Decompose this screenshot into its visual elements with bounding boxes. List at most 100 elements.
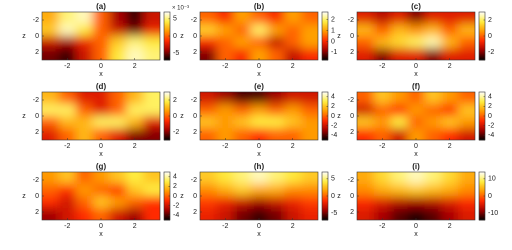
heat-cell: [233, 36, 252, 49]
heat-cell: [390, 184, 409, 197]
y-tick-label: 2: [193, 129, 197, 136]
heat-cell: [75, 116, 94, 129]
heat-cell: [233, 172, 252, 185]
heat-cell: [267, 116, 285, 129]
heatmap: [200, 12, 318, 60]
heatmap: [42, 12, 160, 60]
heat-cell: [233, 12, 252, 25]
heat-cell: [441, 184, 459, 197]
x-tick-label: 0: [257, 143, 261, 150]
heat-cell: [424, 184, 442, 197]
heat-cell: [58, 104, 77, 117]
heat-cell: [458, 24, 475, 37]
heat-cell: [441, 48, 459, 60]
heat-cell: [441, 208, 459, 220]
colorbar: [322, 12, 328, 61]
heat-cell: [424, 24, 442, 37]
heat-cell: [373, 48, 392, 60]
x-tick-label: 2: [133, 143, 137, 150]
heat-cell: [233, 128, 252, 140]
heat-cell: [92, 48, 110, 60]
heat-cell: [75, 92, 94, 105]
heat-cell: [109, 12, 127, 25]
heat-cell: [216, 172, 235, 185]
heat-cell: [58, 184, 77, 197]
colorbar: [322, 92, 328, 141]
heatmap: [42, 92, 160, 140]
y-tick-label: 0: [35, 33, 39, 40]
colorbar: [164, 12, 170, 61]
heat-cell: [92, 172, 110, 185]
heat-cell: [267, 104, 285, 117]
heat-cell: [42, 208, 60, 220]
heat-cell: [301, 92, 318, 105]
heatmap: [357, 92, 475, 140]
heat-cell: [216, 116, 235, 129]
heat-cell: [75, 128, 94, 140]
heat-cell: [92, 36, 110, 49]
heat-cell: [58, 12, 77, 25]
heat-cell: [109, 172, 127, 185]
heat-cell: [92, 184, 110, 197]
colorbar-tick-label: 2: [173, 183, 177, 190]
x-axis-label: x: [257, 71, 261, 78]
heat-cell: [424, 116, 442, 129]
heat-cell: [126, 196, 144, 209]
heat-cell: [357, 12, 375, 25]
heat-cell: [284, 128, 302, 140]
heat-cell: [357, 92, 375, 105]
heat-cell: [357, 196, 375, 209]
heat-cell: [42, 12, 60, 25]
heat-cell: [216, 184, 235, 197]
panel-title: (a): [96, 2, 106, 11]
heat-cell: [143, 48, 160, 60]
heat-cell: [92, 24, 110, 37]
x-axis-label: x: [414, 151, 418, 158]
x-tick-label: -2: [64, 63, 70, 70]
heat-cell: [42, 172, 60, 185]
colorbar-tick-label: 4: [331, 94, 335, 101]
y-tick-label: -2: [33, 17, 39, 24]
heat-cell: [216, 104, 235, 117]
heat-cell: [58, 172, 77, 185]
heat-cell: [109, 128, 127, 140]
heat-cell: [250, 92, 268, 105]
panel-title: (i): [412, 162, 420, 171]
heat-cell: [441, 24, 459, 37]
heat-cell: [390, 12, 409, 25]
heat-cell: [441, 92, 459, 105]
heatmap: [200, 172, 318, 220]
heat-cell: [458, 48, 475, 60]
heat-cell: [424, 12, 442, 25]
colorbar-tick-label: -2: [331, 122, 337, 129]
y-tick-label: 0: [350, 193, 354, 200]
heat-cell: [42, 184, 60, 197]
heat-cell: [126, 104, 144, 117]
heat-cell: [216, 208, 235, 220]
heat-cell: [301, 172, 318, 185]
heat-cell: [42, 36, 60, 49]
heat-cell: [92, 92, 110, 105]
heat-cell: [126, 208, 144, 220]
y-tick-label: 0: [350, 33, 354, 40]
heat-cell: [143, 128, 160, 140]
x-axis-label: x: [257, 231, 261, 238]
colorbar: [322, 172, 328, 221]
heat-cell: [92, 196, 110, 209]
heat-cell: [233, 208, 252, 220]
heat-cell: [58, 92, 77, 105]
heat-cell: [267, 208, 285, 220]
heat-cell: [216, 128, 235, 140]
colorbar-tick-label: 0: [331, 113, 335, 120]
colorbar-tick-label: -4: [173, 212, 179, 219]
x-axis-label: x: [414, 71, 418, 78]
x-tick-label: 2: [133, 223, 137, 230]
heat-cell: [390, 196, 409, 209]
heat-cell: [390, 36, 409, 49]
heat-cell: [424, 128, 442, 140]
heat-cell: [424, 92, 442, 105]
heat-cell: [373, 196, 392, 209]
heat-cell: [233, 184, 252, 197]
heat-cell: [407, 48, 425, 60]
